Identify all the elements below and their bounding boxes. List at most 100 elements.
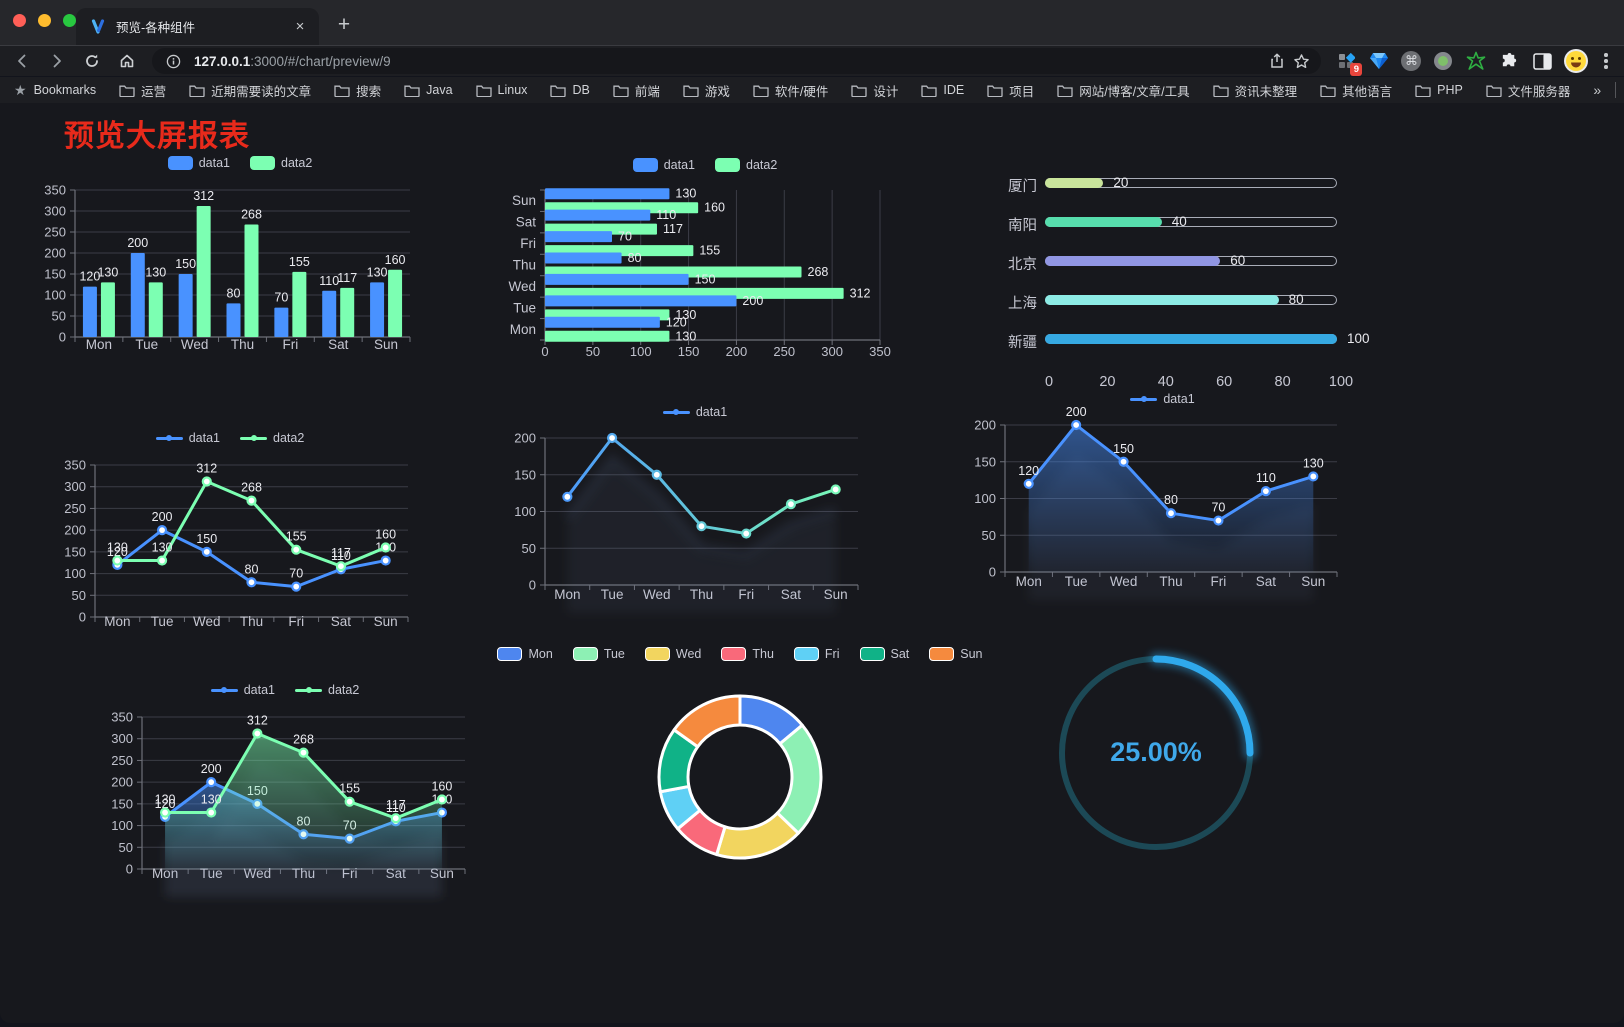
svg-text:150: 150 [514,467,536,482]
bookmarks-overflow-chevron[interactable]: » [1593,82,1602,98]
svg-text:110: 110 [319,274,339,288]
svg-text:0: 0 [59,330,66,345]
bookmark-folder[interactable]: 设计 [851,81,898,100]
legend-item-Fri[interactable]: Fri [793,647,840,661]
legend-item-Thu[interactable]: Thu [721,647,774,661]
bookmark-folder[interactable]: Linux [475,83,527,97]
chart-legend: data1 [960,392,1365,406]
svg-text:Mon: Mon [86,337,112,352]
green-star-extension-icon[interactable] [1465,50,1487,72]
forward-icon[interactable] [44,48,70,74]
bookmarks-manager-link[interactable]: Bookmarks [33,83,97,97]
legend-item-data1[interactable]: data1 [167,156,230,170]
bookmark-folder[interactable]: 文件服务器 [1486,81,1570,100]
legend-item-Wed[interactable]: Wed [644,647,701,661]
bookmark-folder[interactable]: 搜索 [334,81,381,100]
legend-item-data1[interactable]: data1 [210,683,275,697]
bookmark-folder[interactable]: IDE [921,83,964,97]
side-panel-icon[interactable] [1531,50,1553,72]
browser-menu-icon[interactable] [1600,49,1612,73]
bookmark-folder[interactable]: 前端 [613,81,660,100]
bookmark-folder[interactable]: 运营 [119,81,166,100]
svg-text:312: 312 [247,714,268,728]
legend-item-Sat[interactable]: Sat [859,647,909,661]
back-icon[interactable] [9,48,35,74]
svg-text:Sun: Sun [374,614,398,629]
svg-text:70: 70 [618,230,632,244]
bookmark-folder[interactable]: Java [404,83,453,97]
new-tab-button[interactable]: + [337,13,351,36]
svg-text:Thu: Thu [231,337,254,352]
svg-text:Thu: Thu [513,258,536,273]
command-extension-icon[interactable]: ⌘ [1401,51,1422,71]
legend-item-data1[interactable]: data1 [662,405,727,419]
svg-text:130: 130 [201,793,222,807]
legend-item-data2[interactable]: data2 [295,683,359,697]
svg-text:200: 200 [127,236,148,250]
reload-icon[interactable] [79,48,105,74]
svg-text:80: 80 [628,251,642,265]
svg-text:130: 130 [155,793,176,807]
legend-item-data1[interactable]: data1 [155,431,220,445]
svg-text:200: 200 [44,246,66,261]
bookmark-folder[interactable]: 游戏 [683,81,730,100]
recorder-extension-icon[interactable] [1432,50,1454,72]
tab-close-icon[interactable]: × [295,17,305,35]
tab-title: 预览-各种组件 [116,21,196,35]
profile-avatar[interactable] [1564,49,1589,73]
bookmark-folder[interactable]: DB [550,83,590,97]
bookmark-folder[interactable]: 资讯未整理 [1212,81,1297,100]
share-icon[interactable] [1265,49,1289,73]
svg-text:0: 0 [529,578,536,593]
chart-legend: data1 data2 [95,683,475,697]
minimize-window-button[interactable] [38,14,51,27]
svg-text:160: 160 [385,253,406,267]
page-title: 预览大屏报表 [64,120,250,153]
bookmark-folder[interactable]: 软件/硬件 [753,81,828,100]
legend-item-data1[interactable]: data1 [1130,392,1195,406]
legend-item-Sun[interactable]: Sun [929,647,983,661]
tab-favicon [91,19,105,34]
legend-item-data2[interactable]: data2 [715,158,777,172]
svg-text:50: 50 [522,541,536,556]
bookmark-folder[interactable]: PHP [1415,83,1463,97]
legend-item-Mon[interactable]: Mon [497,647,553,661]
svg-text:150: 150 [695,272,716,286]
svg-text:Sun: Sun [512,193,536,208]
svg-text:50: 50 [52,309,66,324]
tab-manager-extension-icon[interactable]: 9 [1335,50,1363,76]
svg-text:117: 117 [331,546,351,560]
maximize-window-button[interactable] [63,14,76,27]
site-info-icon[interactable] [162,49,186,73]
svg-text:200: 200 [64,523,86,538]
svg-text:130: 130 [97,265,118,279]
svg-text:100: 100 [44,288,66,303]
bookmark-folder[interactable]: 项目 [987,81,1034,100]
svg-text:250: 250 [773,344,795,359]
bookmarks-star-icon: ★ [14,81,27,98]
bookmark-star-icon[interactable] [1289,49,1313,73]
browser-tab[interactable]: 预览-各种组件 × [76,8,319,45]
legend-item-data1[interactable]: data1 [632,158,695,172]
legend-item-data2[interactable]: data2 [240,431,304,445]
window-controls [13,14,76,27]
bookmark-folder[interactable]: 网站/博客/文章/工具 [1057,81,1190,100]
bookmark-folder[interactable]: 其他语言 [1320,81,1392,100]
svg-text:250: 250 [111,753,133,768]
extensions-puzzle-icon[interactable] [1498,50,1520,72]
svg-text:Wed: Wed [193,614,221,629]
bookmarks-right-group: » 其他书签 [1593,81,1624,100]
svg-text:150: 150 [974,454,996,469]
grouped-bar-chart: data1 data2 0 50 100 150 200 250 300 350 Mon Tue Wed… [35,143,445,368]
gem-extension-icon[interactable] [1368,50,1390,72]
home-icon[interactable] [114,48,140,74]
close-window-button[interactable] [13,14,26,27]
two-series-area-chart: data1data2050100150200250300350MonTueWed… [95,673,475,897]
svg-text:Fri: Fri [520,236,536,251]
svg-text:268: 268 [241,481,262,495]
legend-item-data2[interactable]: data2 [250,156,312,170]
svg-text:312: 312 [193,189,214,203]
address-bar[interactable]: 127.0.0.1:3000/#/chart/preview/9 [151,48,1322,74]
legend-item-Tue[interactable]: Tue [572,647,625,661]
bookmark-folder[interactable]: 近期需要读的文章 [189,81,311,100]
